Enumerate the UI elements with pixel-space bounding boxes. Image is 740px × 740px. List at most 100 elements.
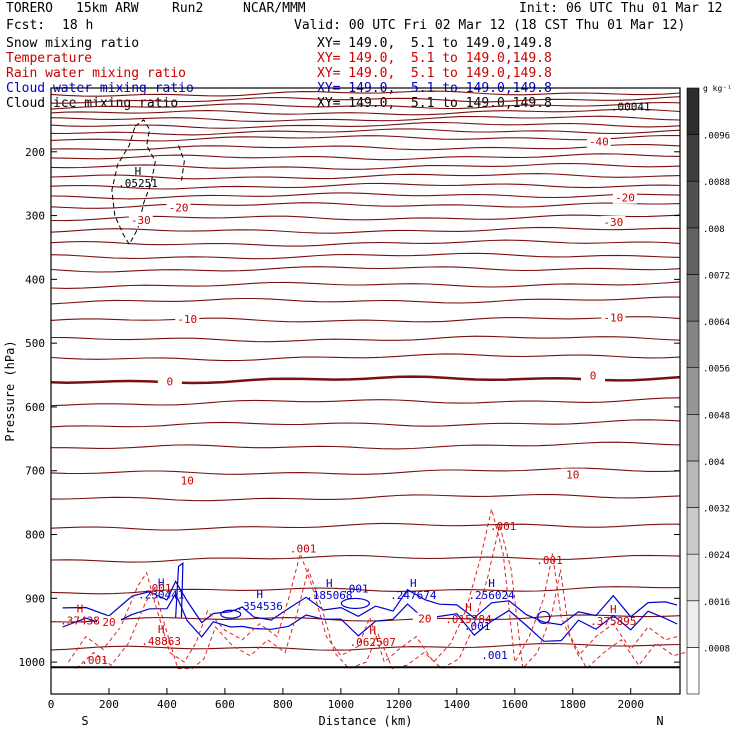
x-tick-label: 0	[48, 698, 55, 711]
isotherm-line	[50, 153, 681, 161]
colorbar-segment	[686, 274, 700, 322]
isotherm-line	[50, 162, 681, 170]
colorbar-unit-label: g kg⁻¹	[703, 84, 732, 93]
maximum-value: .375895	[590, 615, 636, 628]
colorbar-segment	[686, 460, 700, 508]
contour-label: .001	[342, 583, 369, 596]
isotherm-label: -20	[169, 201, 189, 214]
isotherm-line	[51, 96, 681, 104]
colorbar-tick-label: .0056	[703, 365, 730, 375]
maximum-marker: H	[77, 602, 84, 615]
maximum-value: .185068	[306, 589, 352, 602]
isotherm-line	[50, 143, 681, 151]
isotherm-line	[50, 90, 681, 97]
isotherm-label: -30	[603, 216, 623, 229]
header-init: Init: 06 UTC Thu 01 Mar 12	[519, 1, 723, 16]
maximum-value: .37438	[60, 614, 100, 627]
x-tick-label: 1200	[386, 698, 413, 711]
isotherm-line	[50, 586, 681, 595]
contour-label: .001	[481, 649, 508, 662]
isotherm-label: -30	[131, 214, 151, 227]
isotherm-line	[50, 252, 681, 260]
isotherm-line	[50, 108, 681, 116]
legend-xy-snow: XY= 149.0, 5.1 to 149.0,149.8	[317, 36, 552, 51]
x-tick-label: 200	[99, 698, 119, 711]
isotherm-label-bg	[601, 215, 626, 228]
isotherm-label-bg	[612, 191, 637, 204]
isotherm-label-bg	[601, 311, 626, 324]
isotherm-line	[50, 182, 681, 190]
colorbar-tick-label: .008	[703, 225, 725, 235]
colorbar-tick-label: .0088	[703, 178, 730, 188]
maximum-value: .05251	[118, 177, 158, 190]
isotherm-label: 10	[181, 474, 194, 487]
isotherm-line	[50, 397, 681, 407]
isotherm-label: 10	[566, 469, 579, 482]
maximum-marker: H	[326, 577, 333, 590]
header-valid: Valid: 00 UTC Fri 02 Mar 12 (18 CST Thu …	[294, 18, 686, 33]
colorbar-tick-label: .0096	[703, 132, 730, 142]
isotherm-line	[50, 121, 681, 129]
isotherm-line	[50, 202, 681, 209]
maximum-value: .354536	[237, 600, 283, 613]
maximum-marker: H	[465, 601, 472, 614]
x-tick-label: 1400	[444, 698, 471, 711]
contour-label: .001	[81, 654, 108, 667]
isotherm-line	[50, 642, 681, 651]
colorbar-segment	[686, 180, 700, 229]
isotherm-label-bg	[581, 369, 606, 382]
isotherm-label: 0	[167, 375, 174, 388]
colorbar-segment	[686, 134, 700, 182]
y-axis-title: Pressure (hPa)	[3, 340, 17, 441]
colorbar-segment	[686, 553, 700, 602]
maximum-marker: H	[135, 165, 142, 178]
colorbar-tick-label: .0024	[703, 551, 730, 561]
colorbar-tick-label: .0064	[703, 318, 730, 328]
isotherm-line	[50, 316, 681, 323]
maximum-value: .230441	[138, 588, 184, 601]
x-tick-label: 1000	[328, 698, 355, 711]
maximum-marker: H	[410, 577, 417, 590]
colorbar-tick-label: .0072	[703, 271, 730, 281]
colorbar-segment	[686, 600, 700, 648]
contour-label: .00041	[611, 100, 651, 113]
colorbar-tick-label: .004	[703, 458, 725, 468]
maximum-marker: H	[488, 577, 495, 590]
maximum-value: .062507	[350, 636, 396, 649]
rain-water-contour	[76, 524, 686, 670]
legend-label-temperature: Temperature	[6, 51, 93, 66]
header-resolution: 15km ARW	[76, 1, 139, 16]
isotherm-label-bg	[96, 615, 121, 628]
right-end-label: N	[656, 714, 663, 728]
colorbar-segment	[686, 367, 700, 415]
isotherm-label-bg	[412, 612, 437, 625]
snow-contour	[111, 119, 156, 246]
left-end-label: S	[81, 714, 88, 728]
x-axis-title: Distance (km)	[319, 714, 413, 728]
isotherm-line	[50, 115, 681, 122]
isotherm-label: -10	[603, 312, 623, 325]
colorbar-segment	[686, 414, 700, 462]
isotherm-line	[50, 554, 681, 563]
contour-label: .001	[290, 542, 317, 555]
isotherm-line	[50, 266, 681, 273]
isotherm-line	[50, 226, 681, 234]
isotherm-line	[50, 192, 681, 200]
header-fcst-label: Fcst:	[6, 18, 46, 33]
isotherm-label: -20	[615, 192, 635, 205]
header-fcst-value: 18 h	[62, 18, 94, 33]
isotherm-line	[50, 214, 681, 222]
isotherm-line	[50, 353, 681, 362]
colorbar-segment	[686, 647, 700, 695]
header-model: TORERO	[6, 1, 53, 16]
y-tick-label: 600	[25, 401, 45, 414]
isotherm-label-bg	[128, 214, 153, 227]
legend-label-snow: Snow mixing ratio	[6, 36, 140, 51]
x-tick-label: 2000	[617, 698, 644, 711]
isotherm-line	[50, 173, 681, 180]
y-tick-label: 200	[25, 146, 45, 159]
contour-label: .001	[536, 554, 563, 567]
colorbar-tick-label: .0048	[703, 411, 730, 421]
